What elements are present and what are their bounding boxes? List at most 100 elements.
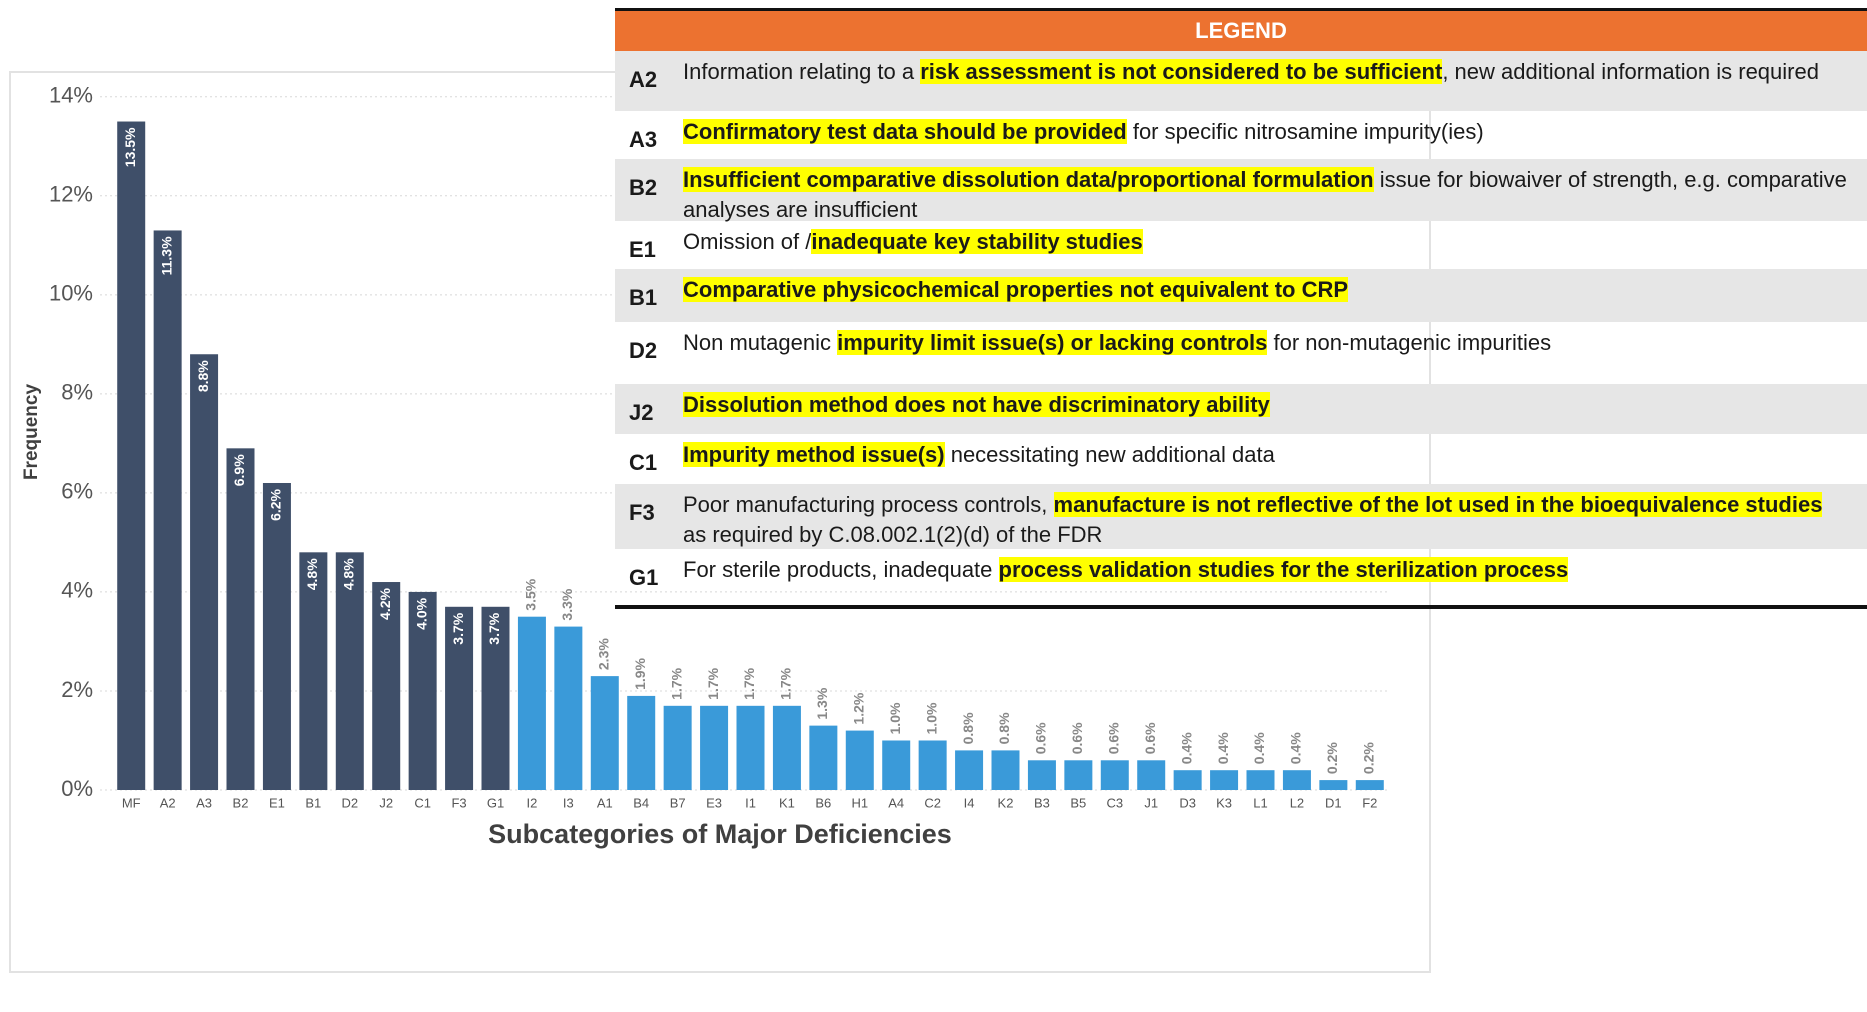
legend-code: A2: [629, 67, 658, 92]
data-label: 6.2%: [268, 488, 284, 520]
text: Non mutagenic: [683, 330, 838, 355]
bar: [772, 705, 801, 790]
legend-text: Confirmatory test data should be provide…: [683, 117, 1867, 159]
highlighted-text: Insufficient comparative dissolution dat…: [683, 167, 1374, 192]
data-label: 1.0%: [923, 702, 939, 734]
bar: [955, 750, 984, 790]
data-label: 2.3%: [595, 638, 611, 670]
bar: [1319, 780, 1348, 790]
x-tick-label: B5: [1070, 795, 1086, 810]
x-tick-label: I4: [964, 795, 975, 810]
data-label: 1.7%: [668, 667, 684, 699]
bar: [627, 695, 656, 790]
x-tick-label: D1: [1325, 795, 1342, 810]
x-tick-label: H1: [851, 795, 868, 810]
data-label: 3.3%: [559, 588, 575, 620]
highlighted-text: manufacture is not reflective of the lot…: [1053, 492, 1823, 517]
legend-code: F3: [629, 500, 655, 525]
highlighted-text: Confirmatory test data should be provide…: [683, 119, 1127, 144]
x-tick-label: D2: [341, 795, 358, 810]
y-tick-label: 12%: [49, 182, 93, 207]
data-label: 0.6%: [1142, 722, 1158, 754]
highlighted-text: Dissolution method does not have discrim…: [683, 392, 1270, 417]
bar: [1173, 770, 1202, 790]
data-label: 1.9%: [632, 657, 648, 689]
legend-title: LEGEND: [615, 11, 1867, 51]
data-label: 3.7%: [486, 612, 502, 644]
text: , new additional information is required: [1442, 59, 1819, 84]
bar: [153, 230, 182, 790]
x-tick-label: I3: [563, 795, 574, 810]
x-tick-label: MF: [122, 795, 141, 810]
highlighted-text: impurity limit issue(s) or lacking contr…: [837, 330, 1268, 355]
bar: [190, 354, 219, 790]
legend-text: Impurity method issue(s) necessitating n…: [683, 440, 1867, 484]
text: Omission of /: [683, 229, 812, 254]
legend-text: For sterile products, inadequate process…: [683, 555, 1867, 605]
bar: [845, 730, 874, 790]
highlighted-text: Impurity method issue(s): [683, 442, 945, 467]
legend-text: Omission of /inadequate key stability st…: [683, 227, 1867, 269]
x-tick-label: L1: [1253, 795, 1267, 810]
x-tick-label: B4: [633, 795, 649, 810]
legend-row: B2 Insufficient comparative dissolution d…: [615, 159, 1867, 222]
x-tick-label: C1: [414, 795, 431, 810]
data-label: 0.6%: [1105, 722, 1121, 754]
data-label: 3.7%: [450, 612, 466, 644]
x-tick-label: B7: [670, 795, 686, 810]
legend-code: B2: [629, 175, 658, 200]
text: For sterile products, inadequate: [683, 557, 999, 582]
highlighted-text: risk assessment is not considered to be …: [920, 59, 1443, 84]
x-tick-label: L2: [1290, 795, 1304, 810]
data-label: 3.5%: [523, 578, 539, 610]
data-label: 1.2%: [850, 692, 866, 724]
legend-code: C1: [629, 450, 658, 475]
x-axis-title: Subcategories of Major Deficiencies: [488, 819, 952, 849]
text: issue for biowaiver of strength, e.g. co…: [683, 167, 1847, 222]
legend-row: J2 Dissolution method does not have discr…: [615, 384, 1867, 434]
data-label: 13.5%: [122, 127, 138, 167]
legend-row: G1 For sterile products, inadequate proce…: [615, 549, 1867, 605]
data-label: 1.7%: [705, 667, 721, 699]
data-label: 11.3%: [158, 236, 174, 275]
bar: [809, 725, 838, 790]
x-tick-label: K3: [1216, 795, 1232, 810]
x-tick-label: E1: [269, 795, 285, 810]
x-tick-label: B2: [233, 795, 249, 810]
legend-row: F3 Poor manufacturing process controls, m…: [615, 484, 1867, 549]
data-label: 1.0%: [887, 702, 903, 734]
bar: [700, 705, 729, 790]
bar: [226, 448, 255, 790]
x-tick-label: K1: [779, 795, 795, 810]
x-tick-label: C2: [924, 795, 941, 810]
highlighted-text: inadequate key stability studies: [811, 229, 1143, 254]
bar: [1137, 760, 1166, 790]
data-label: 4.8%: [340, 558, 356, 590]
legend-row: A2 Information relating to a risk assessm…: [615, 51, 1867, 111]
x-tick-label: I1: [745, 795, 756, 810]
legend-text: Poor manufacturing process controls, man…: [683, 490, 1867, 549]
y-tick-label: 14%: [49, 83, 93, 108]
x-tick-label: B1: [305, 795, 321, 810]
x-tick-label: C3: [1106, 795, 1123, 810]
data-label: 1.3%: [814, 687, 830, 719]
legend-code: D2: [629, 338, 658, 363]
y-tick-label: 4%: [61, 578, 93, 603]
bar: [481, 606, 510, 790]
bar: [1100, 760, 1129, 790]
data-label: 0.4%: [1178, 732, 1194, 764]
x-tick-label: D3: [1179, 795, 1196, 810]
data-label: 0.4%: [1215, 732, 1231, 764]
bar: [1355, 780, 1384, 790]
highlighted-text: process validation studies for the steri…: [998, 557, 1569, 582]
data-label: 0.2%: [1324, 742, 1340, 774]
legend-code: G1: [629, 565, 659, 590]
data-label: 4.8%: [304, 558, 320, 590]
bar: [991, 750, 1020, 790]
data-label: 0.6%: [1069, 722, 1085, 754]
bar: [335, 552, 364, 790]
bar: [1064, 760, 1093, 790]
data-label: 0.4%: [1251, 732, 1267, 764]
